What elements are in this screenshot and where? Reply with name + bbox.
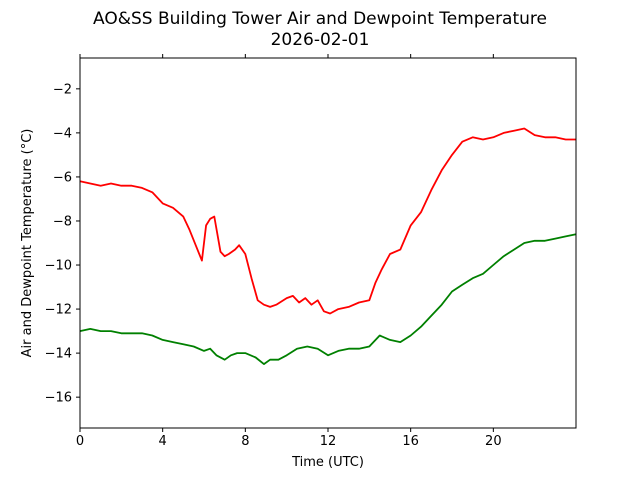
y-tick-label: −14 — [45, 347, 72, 362]
x-axis-label: Time (UTC) — [291, 455, 364, 470]
air-temperature-line — [79, 127, 576, 315]
plot-frame — [79, 57, 577, 429]
y-tick-label: −6 — [53, 170, 72, 185]
x-tick-label: 0 — [76, 434, 84, 449]
x-tick-label: 16 — [402, 434, 419, 449]
y-tick-label: −4 — [53, 126, 72, 141]
y-tick-label: −16 — [45, 391, 72, 406]
chart-subtitle: 2026-02-01 — [271, 30, 370, 50]
x-axis-ticks: 0 4 8 12 16 20 — [76, 54, 502, 449]
x-tick-label: 12 — [320, 434, 337, 449]
y-axis-label: Air and Dewpoint Temperature (°C) — [20, 129, 35, 358]
y-tick-label: −10 — [45, 259, 72, 274]
y-tick-label: −2 — [53, 82, 72, 97]
x-tick-label: 8 — [241, 434, 249, 449]
y-tick-label: −12 — [45, 303, 72, 318]
y-axis-ticks: −16 −14 −12 −10 −8 −6 −4 −2 — [45, 82, 80, 406]
series-layer — [79, 127, 577, 366]
x-tick-label: 4 — [159, 434, 167, 449]
x-tick-label: 20 — [485, 434, 502, 449]
chart-title: AO&SS Building Tower Air and Dewpoint Te… — [93, 9, 547, 29]
y-tick-label: −8 — [53, 214, 72, 229]
plot-area — [80, 58, 576, 428]
dewpoint-temperature-line — [79, 233, 577, 366]
